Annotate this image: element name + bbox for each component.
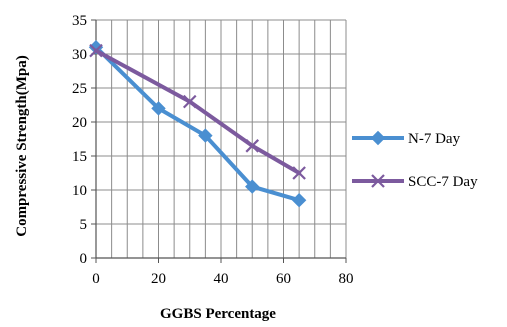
data-point (245, 139, 260, 153)
y-tick-label: 0 (80, 251, 88, 267)
legend-label: SCC-7 Day (408, 174, 478, 190)
data-point (151, 101, 166, 116)
data-point (291, 192, 307, 208)
data-point (292, 166, 306, 180)
y-tick-label: 5 (80, 217, 88, 233)
x-tick-label: 80 (339, 271, 354, 287)
data-point (245, 179, 260, 194)
series-group (88, 39, 307, 208)
data-point (89, 43, 103, 58)
legend-marker (371, 174, 385, 188)
legend-label: N-7 Day (408, 131, 461, 147)
y-tick-label: 20 (72, 115, 87, 131)
grid (95, 19, 347, 259)
x-tick-label: 40 (214, 271, 229, 287)
x-tick-label: 0 (92, 271, 100, 287)
y-tick-label: 15 (72, 149, 87, 165)
series-2 (89, 43, 306, 180)
y-axis-title: Compressive Strength(Mpa) (14, 55, 30, 237)
legend-item: SCC-7 Day (352, 174, 478, 190)
y-tick-label: 25 (72, 81, 87, 97)
legend-marker (370, 130, 386, 146)
data-point (198, 128, 213, 143)
x-tick-label: 60 (276, 271, 291, 287)
data-point (182, 94, 197, 109)
axes (91, 19, 347, 263)
y-tick-label: 10 (72, 183, 87, 199)
y-tick-label: 35 (72, 13, 87, 29)
legend-item: N-7 Day (352, 130, 461, 147)
series-line (94, 45, 302, 203)
y-tick-label: 30 (72, 47, 87, 63)
x-tick-label: 20 (151, 271, 166, 287)
legend: N-7 Day SCC-7 Day (352, 130, 478, 190)
series-line (94, 48, 302, 175)
x-axis-title: GGBS Percentage (160, 306, 276, 322)
tick-labels: 0 5 10 15 20 25 30 35 0 20 40 60 80 (72, 13, 354, 287)
